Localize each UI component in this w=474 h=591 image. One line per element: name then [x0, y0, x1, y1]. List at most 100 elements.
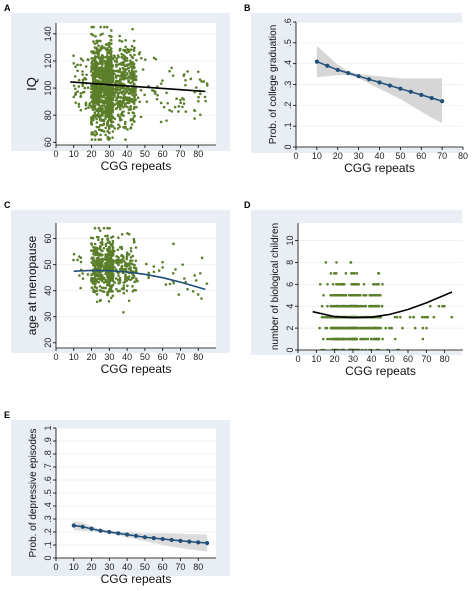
scatter-point	[77, 102, 81, 106]
scatter-point	[117, 114, 120, 118]
scatter-point	[104, 67, 107, 70]
scatter-point	[124, 45, 127, 49]
scatter-point	[93, 242, 97, 246]
scatter-point	[120, 245, 123, 249]
scatter-point	[131, 80, 134, 83]
scatter-point	[104, 48, 108, 51]
scatter-point	[97, 138, 101, 141]
scatter-point	[77, 78, 81, 82]
scatter-point	[110, 102, 113, 106]
scatter-point	[77, 105, 81, 108]
scatter-point	[104, 279, 108, 282]
scatter-point	[121, 101, 125, 104]
scatter-point	[322, 337, 325, 341]
scatter-point	[177, 293, 181, 296]
scatter-point	[117, 79, 120, 83]
scatter-point	[362, 337, 366, 341]
scatter-point	[349, 261, 353, 264]
scatter-point	[82, 90, 86, 94]
scatter-point	[127, 263, 131, 267]
scatter-point	[101, 77, 104, 81]
scatter-point	[127, 75, 131, 79]
scatter-point	[107, 118, 111, 122]
scatter-point	[173, 105, 177, 109]
scatter-point	[116, 127, 120, 130]
scatter-point	[182, 277, 186, 280]
scatter-point	[129, 81, 132, 85]
scatter-point	[113, 249, 116, 253]
prediction-point	[356, 74, 361, 79]
scatter-point	[110, 117, 113, 120]
panel-a: A 0 10 20 30 40 50 60 70 80 60 80 100 120 140 CGG repea…	[4, 3, 230, 173]
scatter-point	[95, 108, 99, 111]
scatter-point	[130, 44, 134, 48]
scatter-point	[131, 27, 134, 31]
x-tick-label: 10	[311, 354, 321, 364]
scatter-point	[152, 265, 156, 268]
scatter-point	[119, 105, 122, 109]
scatter-point	[72, 62, 76, 65]
scatter-point	[111, 294, 115, 298]
scatter-point	[117, 91, 120, 95]
x-tick-label: 80	[193, 149, 203, 159]
scatter-point	[113, 266, 116, 269]
scatter-point	[106, 86, 110, 90]
scatter-point	[340, 326, 344, 330]
y-tick-label: 0	[283, 144, 293, 149]
scatter-point	[109, 275, 113, 279]
scatter-point	[109, 95, 113, 98]
scatter-point	[95, 235, 99, 239]
x-tick-label: 60	[403, 354, 413, 364]
prediction-point	[107, 529, 112, 535]
y-tick-label: .6	[283, 18, 293, 26]
data-layer	[72, 226, 209, 314]
scatter-point	[153, 90, 157, 94]
scatter-point	[114, 63, 118, 67]
y-tick-label: .4	[43, 502, 53, 510]
scatter-point	[425, 326, 428, 330]
scatter-point	[114, 268, 118, 271]
scatter-point	[93, 42, 97, 45]
prediction-point	[125, 532, 130, 537]
scatter-point	[127, 97, 131, 101]
scatter-point	[165, 91, 168, 95]
scatter-point	[97, 238, 100, 242]
scatter-point	[106, 129, 110, 133]
scatter-point	[109, 253, 113, 257]
scatter-point	[384, 326, 388, 330]
y-tick-label: .4	[283, 60, 293, 68]
scatter-point	[196, 293, 200, 296]
scatter-point	[177, 105, 181, 108]
scatter-point	[95, 293, 99, 296]
scatter-point	[325, 326, 329, 330]
scatter-point	[99, 46, 103, 50]
scatter-point	[127, 91, 131, 95]
scatter-point	[129, 126, 133, 129]
x-tick-label: 30	[104, 149, 114, 159]
y-tick-label: 30	[43, 312, 53, 322]
scatter-point	[143, 93, 146, 97]
scatter-point	[94, 274, 97, 277]
prediction-point	[71, 523, 76, 528]
scatter-point	[131, 93, 134, 97]
scatter-point	[113, 281, 116, 285]
scatter-point	[159, 82, 163, 85]
scatter-point	[126, 48, 129, 51]
scatter-point	[174, 268, 177, 271]
scatter-point	[331, 326, 335, 330]
scatter-point	[109, 56, 113, 60]
scatter-point	[86, 58, 90, 61]
scatter-point	[118, 99, 122, 103]
scatter-point	[133, 89, 136, 93]
scatter-point	[117, 55, 120, 59]
scatter-point	[105, 43, 109, 46]
scatter-point	[97, 258, 100, 261]
scatter-point	[341, 293, 344, 297]
scatter-point	[99, 123, 102, 127]
scatter-point	[122, 89, 125, 93]
scatter-point	[322, 293, 325, 297]
scatter-point	[124, 120, 127, 124]
x-tick-label: 80	[193, 562, 203, 572]
x-tick-label: 50	[395, 151, 405, 161]
scatter-point	[129, 59, 132, 63]
